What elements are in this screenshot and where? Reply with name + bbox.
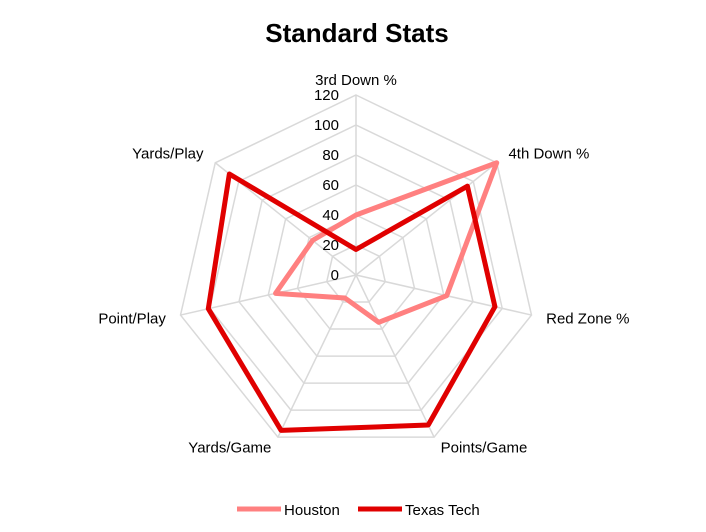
- category-label: Yards/Play: [132, 145, 204, 162]
- series-line-houston: [273, 160, 500, 325]
- grid-ring: [325, 244, 387, 303]
- category-label: 3rd Down %: [315, 72, 397, 89]
- grid-ring: [179, 94, 533, 438]
- tick-label: 80: [322, 147, 339, 164]
- category-labels: 3rd Down % 4th Down % Red Zone % Points/Gam…: [98, 72, 629, 457]
- legend-label: Texas Tech: [405, 502, 480, 519]
- category-label: Red Zone %: [546, 310, 629, 327]
- grid-ring: [238, 154, 474, 384]
- grid-ring: [208, 124, 504, 411]
- legend-item: Houston: [237, 502, 340, 519]
- tick-label: 60: [322, 177, 339, 194]
- tick-label: 100: [314, 117, 339, 134]
- grid-spoke: [355, 274, 435, 438]
- series-lines: [205, 160, 500, 433]
- grid-spoke: [355, 162, 498, 276]
- grid-ring: [267, 184, 445, 357]
- legend-item: Texas Tech: [358, 502, 480, 519]
- grid: [179, 94, 533, 438]
- legend-label: Houston: [284, 502, 340, 519]
- series-line-texas-tech: [205, 171, 498, 433]
- tick-label: 40: [322, 207, 339, 224]
- category-label: Points/Game: [441, 440, 528, 457]
- category-label: Point/Play: [98, 310, 166, 327]
- chart-title: Standard Stats: [265, 18, 449, 48]
- tick-label: 0: [331, 267, 339, 284]
- category-label: 4th Down %: [508, 145, 589, 162]
- grid-spoke: [277, 274, 357, 438]
- tick-label: 20: [322, 237, 339, 254]
- legend: Houston Texas Tech: [237, 502, 480, 519]
- tick-label: 120: [314, 87, 339, 104]
- category-label: Yards/Game: [188, 440, 271, 457]
- tick-labels: 0 20 40 60 80 100 120: [314, 87, 339, 284]
